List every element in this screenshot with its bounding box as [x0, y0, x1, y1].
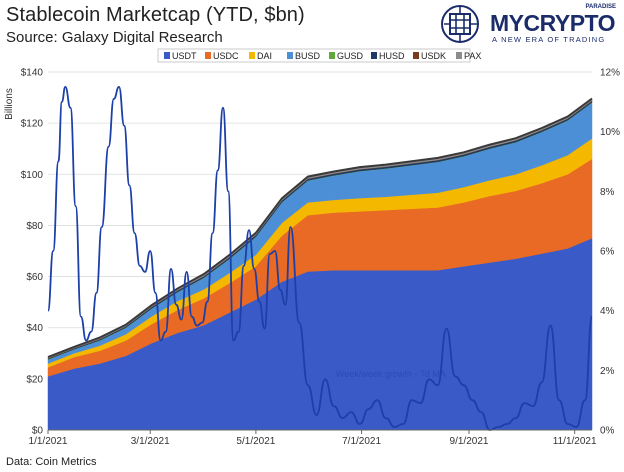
- legend-label-gusd: GUSD: [337, 51, 364, 61]
- data-source-note: Data: Coin Metrics: [6, 456, 97, 468]
- x-tick-label: 9/1/2021: [450, 436, 489, 447]
- stacked-areas: [47, 97, 593, 431]
- legend-swatch-usdk: [413, 52, 419, 59]
- chart-legend: USDT USDC DAI BUSD GUSD HUSD USDK PAX: [157, 48, 481, 63]
- legend-swatch-pax: [456, 52, 462, 59]
- legend-label-husd: HUSD: [379, 51, 405, 61]
- y-tick-label: $0: [32, 426, 44, 437]
- brand-name: MYCRYPTO: [490, 10, 616, 36]
- legend-label-usdk: USDK: [421, 51, 446, 61]
- legend-swatch-gusd: [329, 52, 335, 59]
- y2-tick-label: 10%: [600, 127, 620, 138]
- y2-tick-label: 4%: [600, 306, 615, 317]
- y-tick-label: $60: [26, 272, 43, 283]
- y-tick-label: $80: [26, 221, 43, 232]
- legend-label-busd: BUSD: [295, 51, 321, 61]
- x-tick-label: 11/1/2021: [553, 436, 597, 447]
- x-tick-label: 7/1/2021: [342, 436, 381, 447]
- y2-tick-label: 8%: [600, 187, 615, 198]
- y2-tick-label: 6%: [600, 247, 615, 258]
- growth-line: [47, 85, 593, 431]
- growth-line-layer: Week/week growth - 7d MA: [47, 85, 593, 431]
- legend-label-usdc: USDC: [213, 51, 239, 61]
- y-tick-label: $20: [26, 374, 43, 385]
- y2-tick-label: 0%: [600, 426, 615, 437]
- chart-axes: $0 $20 $40 $60 $80 $100 $120 $140 0% 2% 4% 6% 8% 10% 1…: [4, 68, 620, 448]
- growth-line-annotation: Week/week growth - 7d MA: [336, 369, 446, 379]
- chart-subtitle: Source: Galaxy Digital Research: [6, 29, 223, 46]
- brand-tagline: A NEW ERA OF TRADING: [492, 35, 606, 44]
- x-tick-label: 1/1/2021: [29, 436, 68, 447]
- y2-tick-label: 12%: [600, 68, 620, 79]
- brand-paradise-tag: PARADISE: [585, 4, 616, 10]
- x-tick-label: 5/1/2021: [236, 436, 275, 447]
- globe-icon: [441, 5, 479, 43]
- y-tick-label: $40: [26, 323, 43, 334]
- legend-swatch-dai: [249, 52, 255, 59]
- y2-tick-label: 2%: [600, 366, 615, 377]
- chart-title: Stablecoin Marketcap (YTD, $bn): [6, 4, 305, 26]
- total-marketcap-edge: [47, 97, 593, 359]
- legend-label-usdt: USDT: [172, 51, 197, 61]
- legend-swatch-husd: [371, 52, 377, 59]
- legend-label-pax: PAX: [464, 51, 481, 61]
- y-tick-label: $120: [21, 119, 44, 130]
- brand-logo: PARADISE MYCRYPTO A NEW ERA OF TRADING: [440, 4, 618, 44]
- legend-swatch-busd: [287, 52, 293, 59]
- legend-swatch-usdc: [205, 52, 211, 59]
- y-tick-label: $140: [21, 68, 44, 79]
- legend-box: [157, 48, 471, 63]
- y-axis-label: Billions: [4, 88, 15, 120]
- legend-swatch-usdt: [164, 52, 170, 59]
- y-tick-label: $100: [21, 170, 44, 181]
- legend-label-dai: DAI: [257, 51, 272, 61]
- x-tick-label: 3/1/2021: [131, 436, 170, 447]
